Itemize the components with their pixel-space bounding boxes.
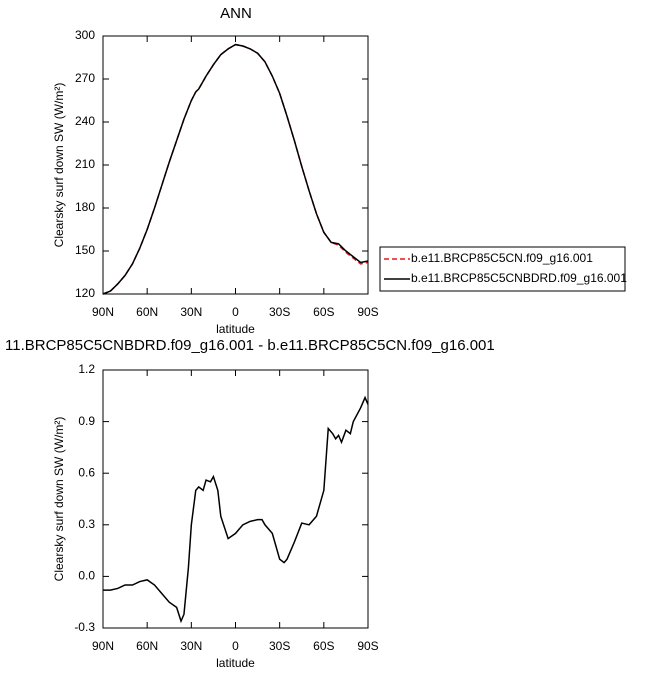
x-tick-label: 60S: [313, 639, 334, 653]
x-tick-label: 60N: [136, 639, 158, 653]
y-tick-label: 210: [75, 157, 95, 171]
y-tick-label: 240: [75, 114, 95, 128]
x-tick-label: 30N: [180, 639, 202, 653]
y-tick-label: 300: [75, 28, 95, 42]
legend-label: b.e11.BRCP85C5CNBDRD.f09_g16.001: [411, 271, 627, 285]
data-line: [102, 43, 369, 295]
plot-frame: [102, 35, 369, 295]
y-tick-label: 270: [75, 71, 95, 85]
x-tick-label: 90N: [92, 639, 114, 653]
x-tick-label: 60N: [136, 305, 158, 319]
chart-title: 11.BRCP85C5CNBDRD.f09_g16.001 - b.e11.BR…: [5, 337, 495, 354]
x-tick-label: 90N: [92, 305, 114, 319]
x-tick-label: 30N: [180, 305, 202, 319]
plot-frame: [102, 369, 369, 629]
legend-box: [379, 246, 626, 292]
y-tick-label: 120: [75, 286, 95, 300]
y-tick-label: 1.2: [78, 362, 95, 376]
y-tick-label: 150: [75, 243, 95, 257]
x-axis-label: latitude: [216, 322, 255, 336]
x-tick-label: 0: [232, 305, 239, 319]
x-tick-label: 60S: [313, 305, 334, 319]
x-tick-label: 90S: [357, 639, 378, 653]
data-line: [102, 43, 369, 295]
x-tick-label: 90S: [357, 305, 378, 319]
legend-label: b.e11.BRCP85C5CN.f09_g16.001: [411, 251, 593, 265]
x-tick-label: 0: [232, 639, 239, 653]
y-tick-label: 0.9: [78, 414, 95, 428]
y-tick-label: 0.3: [78, 517, 95, 531]
y-tick-label: -0.3: [74, 620, 95, 634]
y-tick-label: 180: [75, 200, 95, 214]
x-tick-label: 30S: [269, 305, 290, 319]
y-tick-label: 0.0: [78, 569, 95, 583]
y-axis-label: Clearsky surf down SW (W/m²): [52, 83, 66, 248]
x-axis-label: latitude: [216, 656, 255, 670]
y-tick-label: 0.6: [78, 465, 95, 479]
y-axis-label: Clearsky surf down SW (W/m²): [52, 417, 66, 582]
x-tick-label: 30S: [269, 639, 290, 653]
data-line: [103, 395, 369, 624]
chart-title: ANN: [220, 5, 252, 22]
